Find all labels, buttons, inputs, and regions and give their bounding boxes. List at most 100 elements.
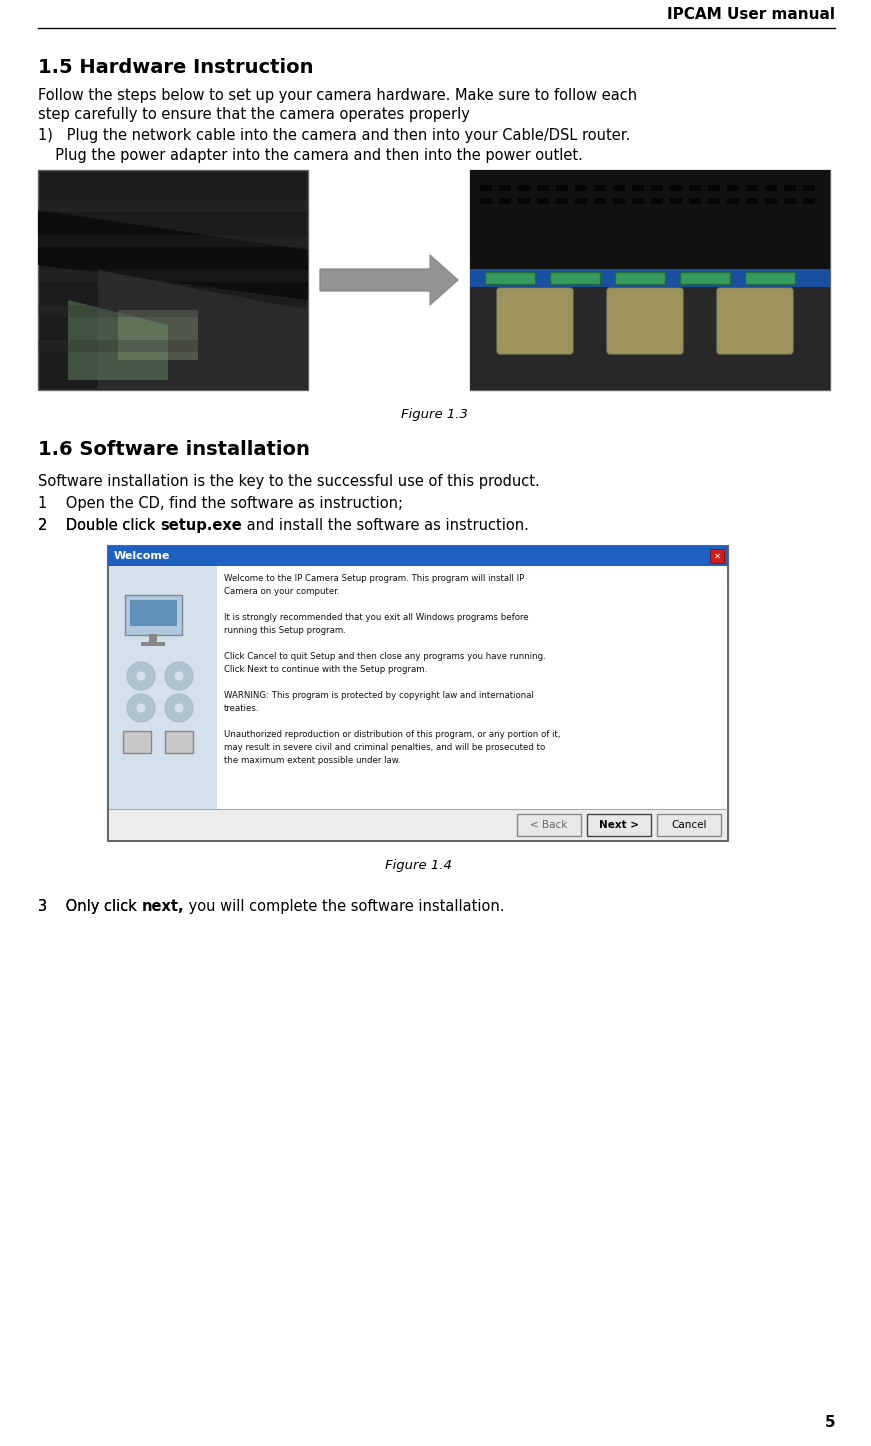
- Text: Click Cancel to quit Setup and then close any programs you have running.: Click Cancel to quit Setup and then clos…: [224, 652, 546, 661]
- Bar: [165, 732, 193, 753]
- Bar: [651, 198, 663, 204]
- Bar: [710, 549, 724, 562]
- Bar: [518, 198, 530, 204]
- Bar: [594, 198, 606, 204]
- Text: treaties.: treaties.: [224, 704, 260, 713]
- Bar: [784, 185, 796, 191]
- Text: Unauthorized reproduction or distribution of this program, or any portion of it,: Unauthorized reproduction or distributio…: [224, 730, 561, 739]
- Bar: [38, 340, 308, 351]
- Circle shape: [175, 672, 183, 680]
- Bar: [765, 185, 777, 191]
- Bar: [765, 198, 777, 204]
- Circle shape: [137, 704, 145, 711]
- Bar: [803, 198, 815, 204]
- Bar: [670, 185, 682, 191]
- Text: Plug the power adapter into the camera and then into the power outlet.: Plug the power adapter into the camera a…: [46, 147, 583, 163]
- Bar: [109, 808, 727, 840]
- Bar: [470, 269, 830, 286]
- Bar: [708, 198, 720, 204]
- Text: WARNING: This program is protected by copyright law and international: WARNING: This program is protected by co…: [224, 691, 534, 700]
- Bar: [38, 236, 308, 247]
- Bar: [38, 200, 308, 213]
- Circle shape: [165, 662, 193, 690]
- Bar: [108, 547, 728, 842]
- Bar: [470, 171, 830, 390]
- Bar: [109, 565, 217, 808]
- FancyBboxPatch shape: [517, 814, 581, 836]
- Bar: [499, 198, 511, 204]
- Bar: [680, 272, 730, 283]
- FancyBboxPatch shape: [125, 594, 182, 635]
- Text: Welcome: Welcome: [114, 551, 171, 561]
- Bar: [550, 272, 600, 283]
- Text: 3    Only click: 3 Only click: [38, 899, 141, 914]
- Circle shape: [175, 704, 183, 711]
- FancyBboxPatch shape: [587, 814, 651, 836]
- FancyBboxPatch shape: [717, 288, 793, 354]
- Polygon shape: [68, 299, 168, 380]
- Text: 2    Double click: 2 Double click: [38, 518, 160, 534]
- Bar: [803, 185, 815, 191]
- Bar: [575, 198, 587, 204]
- Circle shape: [127, 662, 155, 690]
- Text: 1.6 Software installation: 1.6 Software installation: [38, 440, 310, 458]
- Bar: [109, 565, 727, 808]
- Bar: [575, 185, 587, 191]
- FancyBboxPatch shape: [607, 288, 683, 354]
- Bar: [108, 547, 728, 565]
- Text: Figure 1.4: Figure 1.4: [385, 859, 451, 872]
- Circle shape: [137, 672, 145, 680]
- Bar: [118, 309, 198, 360]
- Text: 1    Open the CD, find the software as instruction;: 1 Open the CD, find the software as inst…: [38, 496, 403, 510]
- Bar: [615, 272, 665, 283]
- Bar: [689, 198, 701, 204]
- FancyBboxPatch shape: [497, 288, 573, 354]
- Bar: [141, 642, 165, 646]
- Bar: [470, 171, 830, 269]
- Text: and install the software as instruction.: and install the software as instruction.: [241, 518, 529, 534]
- Text: Click Next to continue with the Setup program.: Click Next to continue with the Setup pr…: [224, 665, 428, 674]
- Bar: [518, 185, 530, 191]
- FancyBboxPatch shape: [657, 814, 721, 836]
- Bar: [689, 185, 701, 191]
- Bar: [727, 198, 739, 204]
- Text: ✕: ✕: [713, 551, 720, 561]
- Bar: [537, 185, 549, 191]
- Bar: [38, 171, 308, 390]
- Text: It is strongly recommended that you exit all Windows programs before: It is strongly recommended that you exit…: [224, 613, 529, 622]
- Text: Software installation is the key to the successful use of this product.: Software installation is the key to the …: [38, 474, 540, 489]
- Text: running this Setup program.: running this Setup program.: [224, 626, 346, 635]
- Bar: [537, 198, 549, 204]
- Text: you will complete the software installation.: you will complete the software installat…: [184, 899, 504, 914]
- Text: 1)   Plug the network cable into the camera and then into your Cable/DSL router.: 1) Plug the network cable into the camer…: [38, 129, 631, 143]
- Bar: [613, 185, 625, 191]
- Bar: [594, 185, 606, 191]
- Polygon shape: [98, 270, 308, 390]
- Text: Cancel: Cancel: [672, 820, 706, 830]
- Bar: [499, 185, 511, 191]
- Bar: [632, 185, 644, 191]
- Text: next,: next,: [141, 899, 184, 914]
- Bar: [727, 185, 739, 191]
- Bar: [670, 198, 682, 204]
- Bar: [613, 198, 625, 204]
- Text: Welcome to the IP Camera Setup program. This program will install IP: Welcome to the IP Camera Setup program. …: [224, 574, 524, 583]
- Bar: [480, 198, 492, 204]
- Text: 5: 5: [824, 1416, 835, 1430]
- Circle shape: [127, 694, 155, 722]
- Text: step carefully to ensure that the camera operates properly: step carefully to ensure that the camera…: [38, 107, 469, 121]
- Text: 3    Only click: 3 Only click: [38, 899, 141, 914]
- Bar: [784, 198, 796, 204]
- Bar: [556, 185, 568, 191]
- Circle shape: [165, 694, 193, 722]
- Bar: [123, 732, 151, 753]
- Polygon shape: [38, 210, 308, 299]
- Bar: [38, 305, 308, 317]
- Bar: [556, 198, 568, 204]
- Bar: [746, 185, 758, 191]
- Text: the maximum extent possible under law.: the maximum extent possible under law.: [224, 756, 401, 765]
- Text: 1.5 Hardware Instruction: 1.5 Hardware Instruction: [38, 58, 314, 77]
- Text: 2    Double click: 2 Double click: [38, 518, 160, 534]
- Bar: [38, 270, 308, 282]
- Bar: [651, 185, 663, 191]
